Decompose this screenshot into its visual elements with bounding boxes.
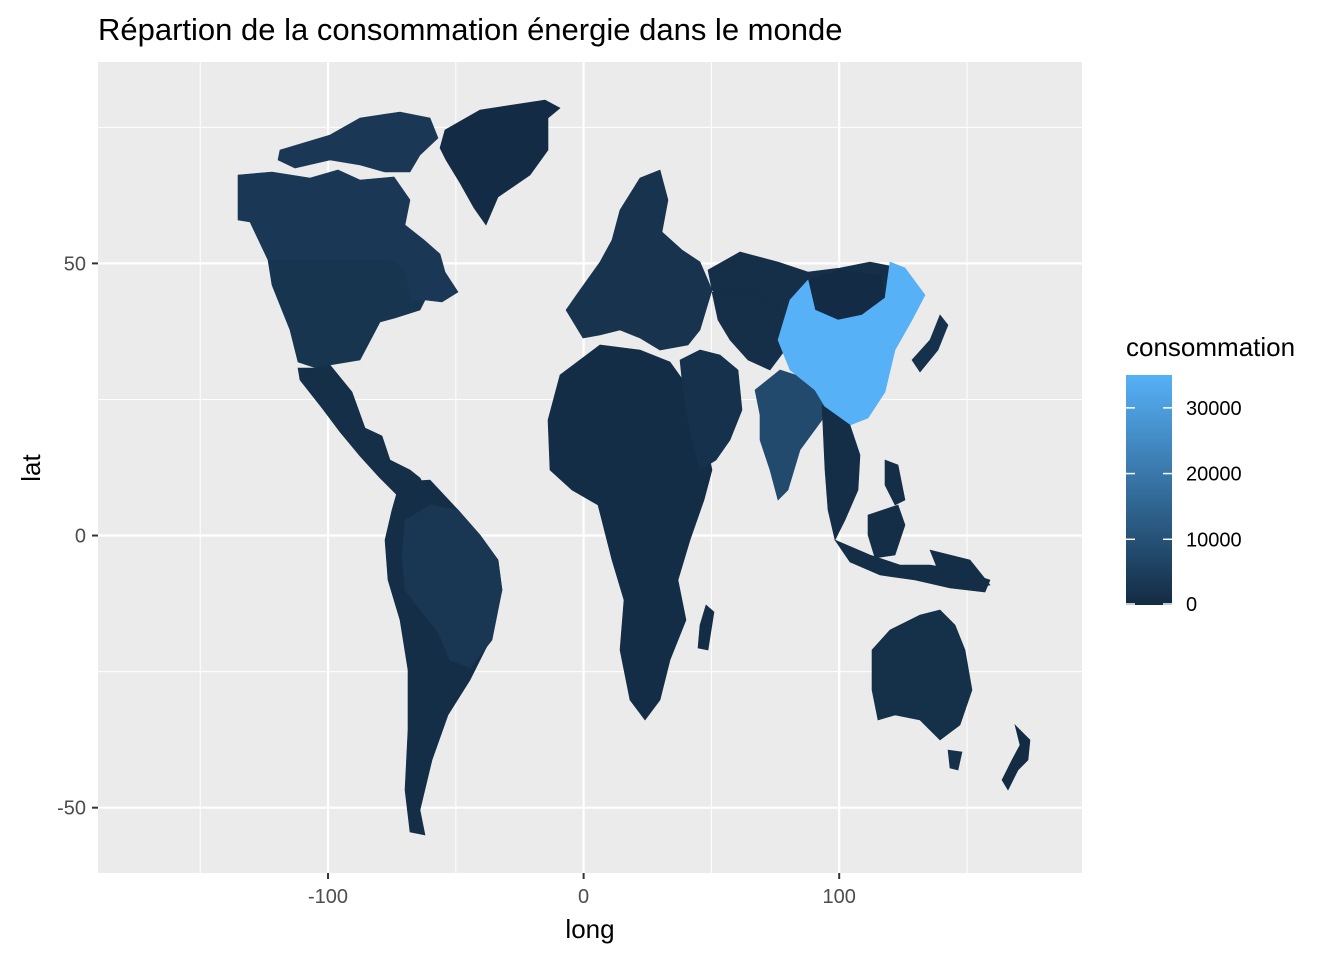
y-axis-title: lat — [16, 453, 46, 481]
region-brazil — [401, 504, 503, 669]
legend-tick-label: 10000 — [1186, 529, 1242, 551]
legend: consommation 0 10000 20000 30000 — [1126, 332, 1295, 616]
legend-tick-label: 30000 — [1186, 398, 1242, 420]
region-central-asia — [711, 289, 791, 371]
x-tick-label: 100 — [823, 886, 856, 908]
region-philippines — [884, 459, 906, 506]
x-tick-label: 0 — [578, 886, 589, 908]
region-japan — [911, 314, 949, 373]
region-borneo — [867, 504, 906, 559]
legend-tick-label: 0 — [1186, 594, 1197, 616]
legend-title: consommation — [1126, 332, 1295, 362]
region-new-zealand — [1001, 724, 1031, 791]
legend-ticks: 0 10000 20000 30000 — [1126, 398, 1242, 616]
region-tasmania — [947, 749, 963, 771]
x-tick-label: -100 — [308, 886, 348, 908]
region-canada-islands — [277, 111, 439, 173]
region-madagascar — [697, 604, 715, 651]
region-new-guinea — [929, 549, 991, 589]
region-greenland — [439, 99, 561, 226]
region-europe — [565, 169, 713, 351]
map-regions — [237, 99, 1031, 836]
x-axis-title: long — [565, 914, 614, 944]
y-tick-label: 0 — [75, 526, 86, 548]
region-china — [777, 261, 926, 426]
y-tick-label: 50 — [64, 253, 86, 275]
y-tick-label: -50 — [57, 798, 86, 820]
region-australia — [871, 609, 973, 741]
chart-title: Répartion de la consommation énergie dan… — [98, 12, 842, 47]
region-se-asia — [821, 404, 861, 541]
legend-tick-label: 20000 — [1186, 464, 1242, 486]
region-usa — [267, 259, 426, 369]
legend-colorbar — [1126, 375, 1172, 605]
region-middle-east — [679, 349, 743, 471]
x-axis: -100 0 100 — [308, 873, 856, 908]
y-axis: 50 0 -50 — [57, 253, 98, 820]
